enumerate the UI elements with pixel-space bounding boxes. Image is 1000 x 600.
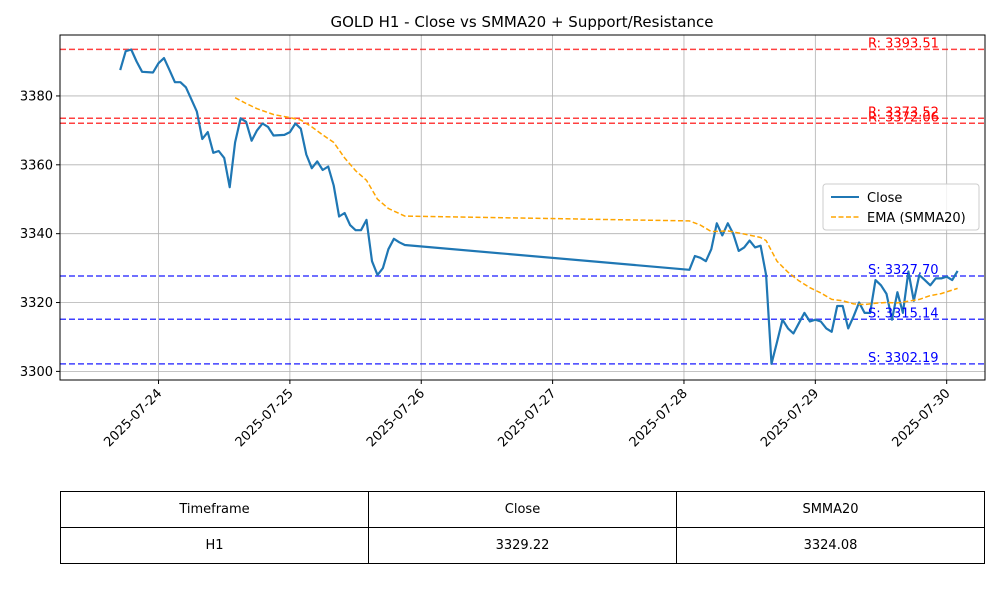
x-tick-label: 2025-07-30 [889, 386, 953, 450]
chart: GOLD H1 - Close vs SMMA20 + Support/Resi… [20, 13, 986, 450]
x-tick-label: 2025-07-26 [364, 386, 428, 450]
resistance-label: R: 3393.51 [868, 36, 939, 51]
table-cell: 3324.08 [676, 527, 985, 564]
x-tick-label: 2025-07-25 [233, 386, 297, 450]
legend-box [822, 183, 980, 231]
x-axis: 2025-07-24 2025-07-25 2025-07-26 2025-07-27… [101, 380, 954, 450]
resistance-label: R: 3372.06 [868, 110, 939, 125]
x-tick-label: 2025-07-27 [495, 386, 559, 450]
y-tick-label: 3340 [20, 227, 53, 242]
table-header-cell: Close [368, 491, 677, 528]
support-resistance-levels [60, 48, 985, 365]
series-line-close [119, 48, 959, 365]
x-tick-label: 2025-07-24 [101, 386, 165, 450]
table-header-row: Timeframe Close SMMA20 [60, 491, 985, 528]
resistance-label: R: 3373.52 [868, 105, 939, 120]
table-row: H1 3329.22 3324.08 [60, 527, 985, 564]
y-axis: 3300 3320 3340 3360 3380 [20, 89, 60, 380]
y-tick-label: 3380 [20, 89, 53, 104]
x-tick-label: 2025-07-28 [627, 386, 691, 450]
legend: Close EMA (SMMA20) [822, 183, 980, 231]
summary-table: Timeframe Close SMMA20 H1 3329.22 3324.0… [60, 491, 985, 564]
table-cell: H1 [60, 527, 369, 564]
y-tick-label: 3300 [20, 365, 53, 380]
table-cell: 3329.22 [368, 527, 677, 564]
legend-label-close: Close [867, 191, 902, 206]
chart-title: GOLD H1 - Close vs SMMA20 + Support/Resi… [330, 13, 713, 31]
support-label: S: 3302.19 [868, 351, 939, 366]
series-line-smma20 [234, 97, 958, 306]
legend-label-smma20: EMA (SMMA20) [867, 211, 966, 226]
x-tick-label: 2025-07-29 [758, 386, 822, 450]
grid [60, 35, 985, 380]
plot-frame [59, 34, 986, 381]
y-tick-label: 3360 [20, 158, 53, 173]
table-header-cell: Timeframe [60, 491, 369, 528]
support-label: S: 3327.70 [868, 263, 939, 278]
y-tick-label: 3320 [20, 296, 53, 311]
series-lines [119, 48, 959, 365]
support-label: S: 3315.14 [868, 306, 939, 321]
table-header-cell: SMMA20 [676, 491, 985, 528]
level-labels: R: 3393.51 R: 3373.52R: 3372.06 S: 3327.70… [868, 36, 939, 365]
